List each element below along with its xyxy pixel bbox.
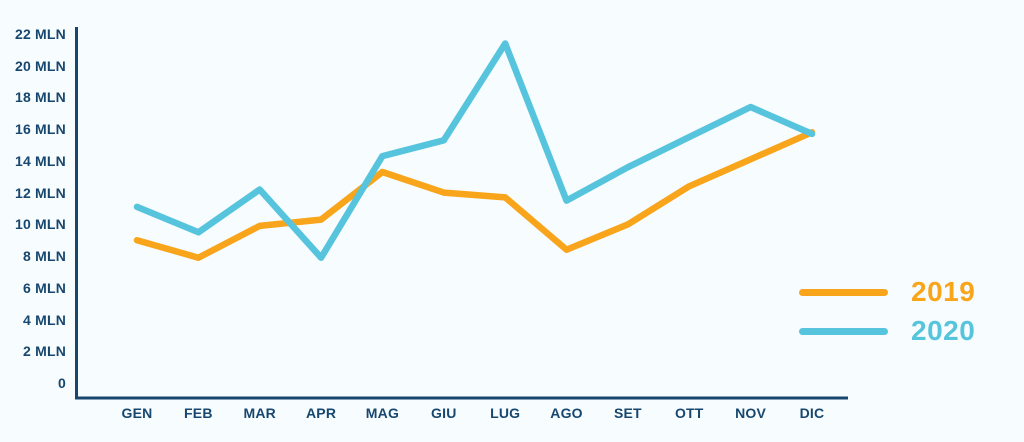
legend-swatch-2020: [799, 327, 888, 335]
legend-item-2019: 2019: [799, 276, 975, 308]
x-axis-tick-label: GIU: [431, 405, 457, 421]
legend-label-2019: 2019: [911, 276, 976, 307]
legend: 2019 2020: [799, 276, 975, 347]
y-axis-tick-label: 0: [58, 375, 66, 391]
x-axis-tick-label: DIC: [799, 405, 825, 421]
x-axis-tick-label: FEB: [184, 405, 213, 421]
series-line-2019: [133, 129, 816, 261]
y-axis-tick-label: 8 MLN: [23, 248, 66, 265]
series-line-2020: [133, 40, 816, 261]
y-axis-tick-label: 22 MLN: [15, 25, 66, 42]
y-axis-tick-label: 6 MLN: [23, 279, 66, 296]
x-axis-tick-label: MAR: [243, 405, 276, 421]
x-axis-tick-label: APR: [305, 405, 337, 421]
legend-label-2020: 2020: [911, 315, 976, 346]
y-axis-tick-label: 12 MLN: [15, 184, 66, 201]
x-axis-tick-label: MAG: [365, 405, 400, 421]
y-axis-tick-label: 14 MLN: [15, 152, 66, 169]
x-axis-tick-label: LUG: [490, 405, 521, 421]
y-axis-tick-label: 2 MLN: [23, 343, 66, 360]
x-axis-tick-label: AGO: [550, 405, 583, 421]
series-lines: [133, 40, 816, 261]
x-axis-tick-label: NOV: [735, 405, 767, 421]
x-axis-tick-label: GEN: [121, 405, 153, 421]
y-axis-tick-label: 16 MLN: [15, 121, 66, 138]
x-axis-tick-label: SET: [613, 405, 642, 421]
y-axis-tick-label: 10 MLN: [15, 216, 66, 233]
y-axis-tick-label: 4 MLN: [23, 311, 66, 328]
legend-item-2020: 2020: [799, 315, 975, 347]
x-axis-tick-label: OTT: [674, 405, 704, 421]
y-axis-tick-label: 18 MLN: [15, 89, 66, 106]
legend-swatch-2019: [799, 288, 888, 296]
y-axis-tick-label: 20 MLN: [15, 57, 66, 74]
